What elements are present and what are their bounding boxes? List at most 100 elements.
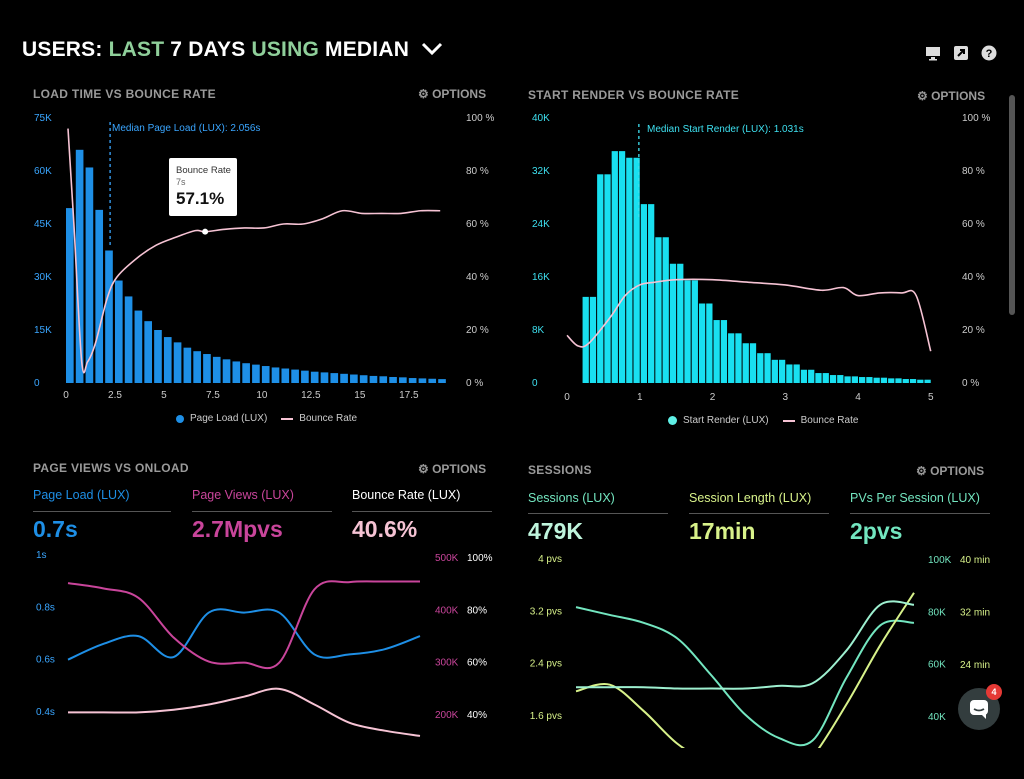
bar: [873, 377, 880, 383]
legend-label[interactable]: Start Render (LUX): [683, 415, 769, 426]
bar: [713, 320, 720, 383]
kpi-value-page-load: 0.7s: [33, 516, 78, 542]
bar: [924, 379, 931, 383]
bar: [242, 363, 250, 383]
bar: [85, 167, 94, 383]
options-label: OPTIONS: [432, 462, 487, 476]
title-median: MEDIAN: [325, 38, 410, 61]
x-tick-label: 7.5: [206, 390, 220, 401]
bar: [640, 204, 648, 383]
y-tick-label: 0: [34, 378, 40, 389]
bar: [786, 364, 793, 383]
bar: [379, 376, 388, 383]
bar: [173, 342, 182, 383]
chevron-down-icon[interactable]: [421, 38, 443, 62]
notification-badge: 4: [986, 684, 1002, 700]
panel-title-pageviews: PAGE VIEWS VS ONLOAD: [33, 461, 189, 475]
y-tick-label: 45K: [34, 219, 52, 230]
y-tick-label: 3.2 pvs: [530, 606, 562, 617]
monitor-icon[interactable]: [924, 44, 942, 62]
bar: [851, 376, 858, 383]
y2-tick-label: 400K: [435, 605, 459, 616]
y2-tick-label: 100 %: [962, 113, 990, 124]
y2-tick-label: 80 %: [466, 166, 489, 177]
y-tick-label: 0.8s: [36, 602, 55, 613]
bar: [793, 364, 800, 383]
title-days: 7 DAYS: [170, 38, 246, 61]
legend-label[interactable]: Page Load (LUX): [190, 413, 268, 424]
kpi-value-sessions: 479K: [528, 518, 583, 544]
x-tick-label: 4: [855, 392, 861, 403]
bar: [837, 375, 844, 383]
y2-tick-label: 40 %: [466, 272, 489, 283]
bounce-rate-line: [566, 278, 932, 352]
median-label-load: Median Page Load (LUX): 2.056s: [112, 123, 261, 134]
bar: [252, 364, 260, 383]
options-button-load[interactable]: ⚙ OPTIONS: [418, 87, 487, 101]
legend-render: Start Render (LUX) Bounce Rate: [668, 415, 858, 426]
bar: [597, 174, 604, 383]
bar: [604, 174, 611, 383]
y2-tick-label: 100 %: [466, 113, 494, 124]
legend-swatch: [281, 417, 294, 420]
options-button-render[interactable]: ⚙ OPTIONS: [917, 89, 986, 103]
tooltip-point: [202, 228, 209, 235]
bar: [582, 296, 589, 383]
x-tick-label: 2.5: [108, 390, 122, 401]
bar: [677, 263, 684, 383]
y-tick-label: 30K: [34, 272, 52, 283]
legend-label[interactable]: Bounce Rate: [299, 413, 358, 424]
title-using: USING: [251, 38, 319, 61]
scrollbar[interactable]: [1009, 95, 1015, 315]
options-button-pageviews[interactable]: ⚙ OPTIONS: [418, 462, 487, 476]
tooltip-sub: 7s: [176, 177, 186, 187]
y-tick-label: 0: [532, 378, 538, 389]
bar: [408, 378, 417, 383]
bar: [144, 321, 152, 383]
legend-label[interactable]: Bounce Rate: [800, 415, 859, 426]
y3-tick-label: 80%: [467, 605, 487, 616]
x-tick-label: 3: [782, 392, 788, 403]
pvs-per-session-line: [576, 600, 915, 690]
bar: [291, 369, 299, 383]
options-button-sessions[interactable]: ⚙ OPTIONS: [916, 464, 985, 478]
panel-title-sessions: SESSIONS: [528, 463, 592, 477]
bar: [212, 356, 221, 383]
x-tick-label: 5: [928, 392, 934, 403]
bar: [764, 353, 771, 383]
dashboard-title[interactable]: USERS: LAST 7 DAYS USING MEDIAN: [22, 38, 443, 62]
y2-tick-label: 80K: [928, 607, 946, 618]
share-icon[interactable]: [952, 44, 970, 62]
bar: [822, 373, 829, 383]
bar: [261, 366, 270, 383]
help-icon[interactable]: ?: [980, 44, 998, 62]
bar: [369, 375, 378, 383]
bar: [895, 378, 902, 383]
options-label: OPTIONS: [931, 89, 986, 103]
bar: [75, 149, 84, 383]
y-tick-label: 1s: [36, 550, 47, 561]
y-tick-label: 0.4s: [36, 707, 55, 718]
bar: [350, 374, 358, 383]
y2-tick-label: 40K: [928, 712, 946, 723]
sessions-lines: [575, 592, 915, 748]
kpi-label-page-load: Page Load (LUX): [33, 488, 130, 502]
bar: [728, 333, 735, 383]
bar: [684, 280, 691, 383]
bar: [706, 303, 713, 383]
kpi-label-session-length: Session Length (LUX): [689, 491, 812, 505]
bar: [626, 157, 633, 383]
bar: [114, 280, 123, 383]
bar: [359, 375, 368, 383]
y3-tick-label: 40 min: [960, 555, 990, 566]
y-tick-label: 75K: [34, 113, 52, 124]
bar: [808, 369, 815, 383]
y-tick-label: 40K: [532, 113, 550, 124]
legend-load: Page Load (LUX) Bounce Rate: [176, 413, 357, 424]
y-tick-label: 16K: [532, 272, 550, 283]
bar: [105, 250, 113, 383]
bar: [399, 377, 407, 383]
y2-tick-label: 100K: [928, 555, 952, 566]
bar: [134, 310, 143, 383]
x-tick-label: 17.5: [399, 390, 419, 401]
